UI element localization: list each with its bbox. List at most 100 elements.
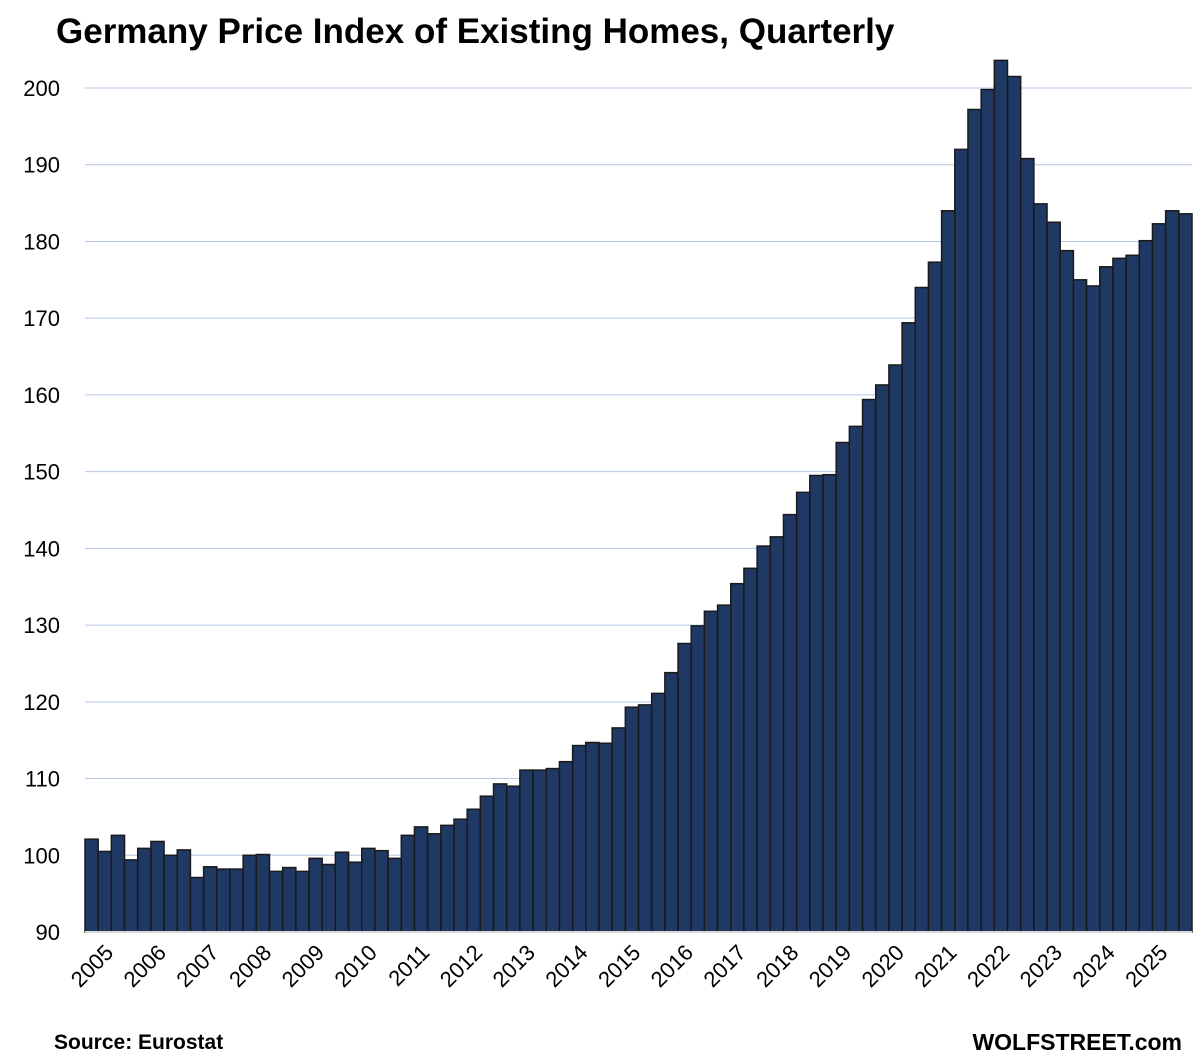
bar <box>585 741 600 933</box>
bar <box>690 625 706 933</box>
bar <box>84 838 99 933</box>
bar <box>361 847 376 933</box>
bar <box>664 671 679 933</box>
bar <box>967 108 982 933</box>
x-tick-label: 2021 <box>909 940 961 992</box>
bar <box>453 818 468 933</box>
bar <box>624 706 640 933</box>
bar <box>400 834 416 933</box>
bar <box>295 870 310 933</box>
bar <box>861 398 877 933</box>
y-tick-label: 130 <box>23 613 60 638</box>
bar <box>1019 157 1035 933</box>
bar <box>545 767 561 933</box>
bar <box>795 491 811 933</box>
x-tick-label: 2007 <box>171 940 223 992</box>
bar <box>954 148 969 933</box>
bar <box>730 582 745 933</box>
bar <box>136 847 152 933</box>
bar <box>202 866 218 933</box>
bar <box>532 769 547 933</box>
x-tick-label: 2005 <box>66 940 118 992</box>
watermark: WOLFSTREET.com <box>972 1029 1182 1055</box>
x-tick-label: 2019 <box>804 940 856 992</box>
bar <box>927 261 943 933</box>
x-tick-label: 2006 <box>119 940 171 992</box>
y-tick-label: 110 <box>25 767 60 792</box>
y-tick-label: 150 <box>23 460 60 485</box>
bar <box>637 704 653 933</box>
bar <box>1151 223 1167 933</box>
x-tick-label: 2015 <box>593 940 645 992</box>
bar <box>110 834 126 933</box>
bar <box>677 642 692 933</box>
bar <box>848 425 864 933</box>
bar <box>809 474 824 933</box>
bar <box>1046 221 1061 933</box>
bar <box>1072 279 1088 933</box>
x-tick-label: 2022 <box>962 940 1014 992</box>
x-tick-label: 2011 <box>383 940 434 991</box>
bar <box>426 833 442 933</box>
bar <box>822 473 837 933</box>
x-tick-label: 2008 <box>224 940 276 992</box>
bar <box>558 760 574 933</box>
x-tick-label: 2009 <box>277 940 329 992</box>
bar <box>1164 210 1180 933</box>
bar <box>268 870 284 933</box>
bar <box>888 364 903 933</box>
bar <box>1125 254 1141 933</box>
bar <box>505 785 521 933</box>
bar <box>769 536 785 933</box>
bar <box>611 727 627 933</box>
bar <box>1006 75 1022 933</box>
bar <box>189 876 205 933</box>
bar <box>97 850 113 933</box>
x-tick-label: 2010 <box>329 940 381 992</box>
bar <box>334 851 350 933</box>
bar <box>1138 239 1154 933</box>
bar <box>901 322 916 933</box>
x-tick-label: 2017 <box>698 940 750 992</box>
x-tick-label: 2016 <box>646 940 698 992</box>
bar <box>242 854 258 933</box>
bar <box>1085 285 1101 933</box>
x-tick-label: 2020 <box>857 940 909 992</box>
bar <box>123 859 139 933</box>
bar <box>1033 203 1048 933</box>
bar <box>782 513 798 933</box>
bar <box>150 840 165 933</box>
bar <box>281 866 297 933</box>
bar <box>703 610 719 933</box>
x-tick-label: 2023 <box>1015 940 1067 992</box>
bar <box>650 692 666 933</box>
bar <box>598 742 613 933</box>
bar <box>914 286 930 933</box>
bar <box>1099 266 1114 933</box>
bar <box>216 868 231 933</box>
bar <box>440 824 455 933</box>
y-tick-label: 120 <box>23 690 60 715</box>
bar <box>374 849 389 933</box>
bar <box>519 769 534 933</box>
x-tick-label: 2025 <box>1120 940 1172 992</box>
y-tick-label: 180 <box>23 229 60 254</box>
y-tick-label: 140 <box>23 536 60 561</box>
x-tick-label: 2018 <box>751 940 803 992</box>
bar <box>874 384 890 933</box>
x-tick-label: 2014 <box>540 940 592 992</box>
bar <box>940 210 956 933</box>
bar <box>229 868 244 933</box>
y-tick-label: 90 <box>36 920 60 945</box>
bar <box>835 441 851 933</box>
bar <box>321 863 337 933</box>
bar <box>255 853 271 933</box>
x-tick-label: 2024 <box>1067 940 1119 992</box>
bar <box>756 545 772 933</box>
bar <box>716 604 732 933</box>
bar <box>413 826 429 933</box>
y-tick-label: 200 <box>23 76 60 101</box>
bar <box>308 857 323 933</box>
bar <box>387 857 403 933</box>
